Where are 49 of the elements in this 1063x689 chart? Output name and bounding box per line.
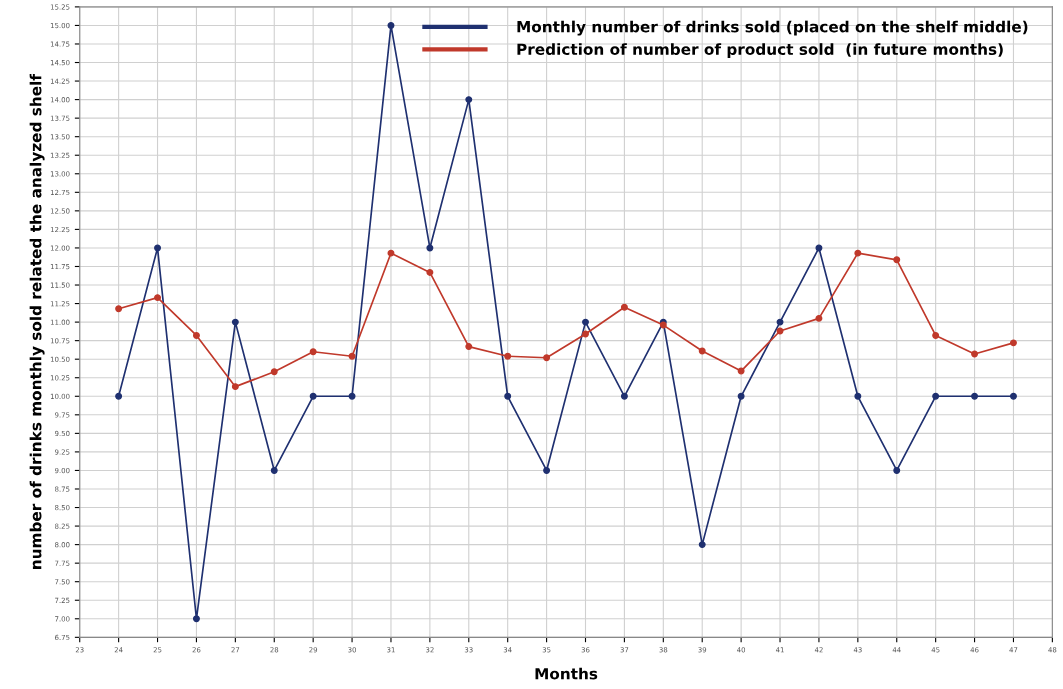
point [504,392,512,400]
point [698,347,706,355]
point [231,383,239,391]
legend-label: Prediction of number of product sold (in future months) [517,43,1003,58]
point [620,303,628,311]
point [698,541,706,549]
point [1009,392,1017,400]
point [815,244,823,252]
point [115,305,123,313]
point [387,21,395,29]
point [154,244,162,252]
point [426,268,434,276]
point [154,294,162,302]
point [620,392,628,400]
point [192,615,200,623]
point [270,466,278,474]
point [971,350,979,358]
point [854,392,862,400]
point [465,343,473,351]
point [776,318,784,326]
x-axis-title: Months [535,667,598,680]
point [387,249,395,257]
legend-label: Monthly number of drinks sold (placed on the shelf middle) [517,20,1028,36]
point [115,392,123,400]
point [543,466,551,474]
point [309,392,317,400]
point [932,331,940,339]
point [192,331,200,339]
point [582,318,589,326]
point [543,354,551,362]
point [893,466,901,474]
point [582,330,589,338]
point [737,367,745,375]
y-axis-title: number of drinks monthly sold related the analyzed shelf [29,73,45,569]
point [932,392,940,400]
point [815,314,823,322]
point [893,256,901,264]
point [309,348,317,356]
point [231,318,239,326]
point [270,368,278,376]
point [737,392,745,400]
point [1009,339,1017,347]
point [854,249,862,257]
point [465,96,473,104]
point [426,244,434,252]
point [504,352,512,360]
point [348,392,356,400]
point [348,352,356,360]
point [971,392,979,400]
